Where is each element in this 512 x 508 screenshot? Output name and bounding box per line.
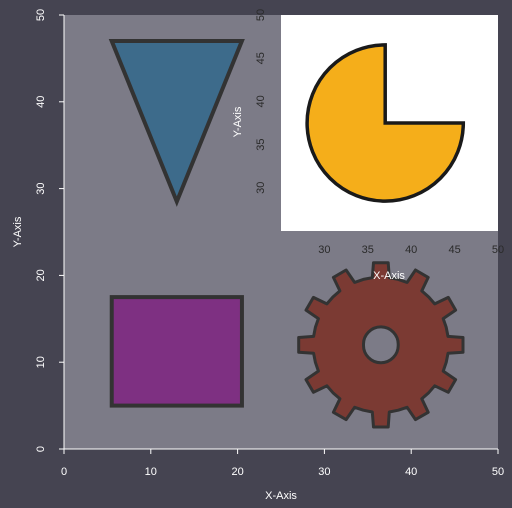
inset-y-tick-label: 40 bbox=[255, 95, 267, 107]
y-tick-label: 10 bbox=[35, 356, 47, 368]
x-tick-label: 40 bbox=[405, 466, 417, 478]
inset-x-tick-label: 50 bbox=[492, 244, 504, 256]
inset-y-tick-label: 50 bbox=[255, 9, 267, 21]
x-tick-label: 0 bbox=[61, 466, 67, 478]
inset-x-axis-title: X-Axis bbox=[373, 270, 405, 282]
x-tick-label: 30 bbox=[318, 466, 330, 478]
main-x-ticks: 0 10 20 30 40 50 bbox=[61, 449, 504, 478]
y-tick-label: 30 bbox=[35, 182, 47, 194]
y-tick-label: 20 bbox=[35, 269, 47, 281]
inset-y-ticks: 30 35 40 45 50 bbox=[255, 9, 267, 194]
y-tick-label: 50 bbox=[35, 9, 47, 21]
inset-y-tick-label: 30 bbox=[255, 182, 267, 194]
triangle-shape bbox=[108, 39, 245, 207]
gear-shape bbox=[297, 261, 465, 429]
main-y-ticks: 0 10 20 30 40 50 bbox=[35, 9, 64, 452]
main-y-axis-title: Y-Axis bbox=[12, 216, 24, 247]
inset-y-tick-label: 45 bbox=[255, 52, 267, 64]
inset-x-ticks: 30 35 40 45 50 bbox=[318, 244, 504, 256]
x-tick-label: 50 bbox=[492, 466, 504, 478]
inset-x-tick-label: 45 bbox=[448, 244, 460, 256]
pacman-shape bbox=[305, 43, 466, 203]
inset-x-tick-label: 40 bbox=[405, 244, 417, 256]
inset-shapes bbox=[305, 43, 466, 203]
y-tick-label: 40 bbox=[35, 96, 47, 108]
inset-y-axis-title: Y-Axis bbox=[232, 106, 244, 137]
main-shapes bbox=[108, 39, 465, 429]
inset-x-tick-label: 30 bbox=[318, 244, 330, 256]
main-x-axis-title: X-Axis bbox=[265, 490, 297, 502]
inset-y-tick-label: 35 bbox=[255, 138, 267, 150]
square-shape bbox=[109, 295, 244, 408]
x-tick-label: 10 bbox=[145, 466, 157, 478]
inset-x-tick-label: 35 bbox=[362, 244, 374, 256]
inset-plot: 30 35 40 45 50 30 35 40 45 50 X-Axis Y-Axis bbox=[232, 9, 504, 282]
y-tick-label: 0 bbox=[35, 446, 47, 452]
x-tick-label: 20 bbox=[231, 466, 243, 478]
